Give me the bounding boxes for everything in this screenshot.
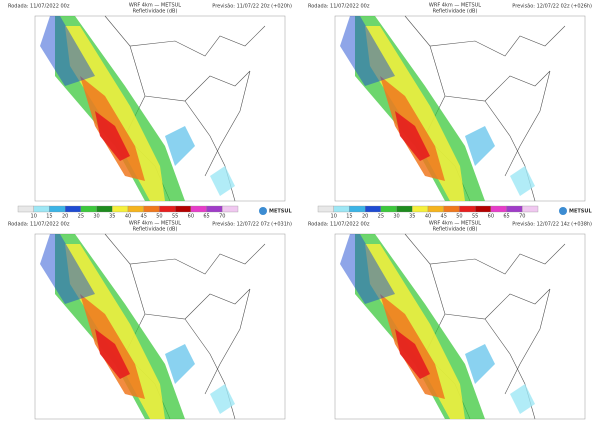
colorbar-swatch [333,205,350,213]
run-time: Rodada: 11/07/2022 00z [8,4,70,10]
colorbar-label: 25 [78,214,84,220]
field-title: Refletividade (dB) [133,227,178,233]
colorbar-label: 70 [519,214,525,220]
colorbar-swatch [522,205,539,213]
colorbar-label: 30 [393,214,399,220]
field-title: Refletividade (dB) [133,9,178,15]
colorbar-label: 40 [425,214,431,220]
colorbar-label: 60 [488,214,494,220]
reflectivity-map [334,15,586,202]
colorbar: 10 15 20 25 30 35 40 45 50 55 60 65 70 METSUL [317,205,592,220]
reflectivity-map [334,233,586,420]
colorbar: 10 15 20 25 30 35 40 45 50 55 60 65 70 METSUL [17,205,292,220]
colorbar-label: 45 [441,214,447,220]
colorbar-swatch [190,205,207,213]
colorbar-swatch [17,205,34,213]
colorbar-swatch [64,205,82,213]
run-time: Rodada: 11/07/2022 00z [308,4,370,10]
field-title: Refletividade (dB) [433,9,478,15]
forecast-panel: Rodada: 11/07/2022 00z WRF 4km — METSULRe… [8,221,292,420]
forecast-panel: Rodada: 11/07/2022 00z WRF 4km — METSULRe… [308,221,592,420]
colorbar-label: 10 [331,214,337,220]
logo-icon [559,207,567,215]
run-time: Rodada: 11/07/2022 00z [8,222,70,228]
colorbar-swatch [349,205,366,213]
valid-time: Previsão: 12/07/22 02z (+026h) [512,4,592,10]
forecast-panel: Rodada: 11/07/2022 00z WRF 4km — METSULRe… [308,3,592,202]
colorbar-swatch [443,205,460,213]
colorbar-swatch [474,205,492,213]
colorbar-label: 55 [172,214,178,220]
logo: METSUL [569,209,592,215]
colorbar-swatch [96,205,113,213]
model-title: WRF 4km — METSUL [129,221,181,227]
colorbar-swatch [112,205,129,213]
colorbar-label: 25 [378,214,384,220]
colorbar-label: 60 [188,214,194,220]
colorbar-label: 55 [472,214,478,220]
model-title: WRF 4km — METSUL [129,3,181,9]
colorbar-swatch [222,205,239,213]
colorbar-label: 65 [203,214,209,220]
colorbar-swatch [49,205,66,213]
colorbar-swatch [459,205,476,213]
colorbar-label: 50 [456,214,462,220]
colorbar-label: 10 [31,214,37,220]
model-title: WRF 4km — METSUL [429,221,481,227]
colorbar-label: 50 [156,214,162,220]
colorbar-label: 35 [409,214,415,220]
colorbar-label: 15 [46,214,52,220]
colorbar-label: 70 [219,214,225,220]
colorbar-swatch [174,205,192,213]
colorbar-label: 30 [93,214,99,220]
colorbar-swatch [412,205,429,213]
logo: METSUL [269,209,292,215]
reflectivity-map [34,233,286,420]
colorbar-swatch [206,205,223,213]
colorbar-swatch [427,205,444,213]
colorbar-label: 40 [125,214,131,220]
colorbar-swatch [159,205,176,213]
colorbar-label: 35 [109,214,115,220]
colorbar-swatch [380,205,397,213]
valid-time: Previsão: 12/07/22 14z (+038h) [512,222,592,228]
run-time: Rodada: 11/07/2022 00z [308,222,370,228]
colorbar-label: 15 [346,214,352,220]
forecast-panel: Rodada: 11/07/2022 00z WRF 4km — METSULRe… [8,3,292,202]
colorbar-swatch [490,205,507,213]
colorbar-swatch [80,205,97,213]
colorbar-swatch [127,205,144,213]
model-title: WRF 4km — METSUL [429,3,481,9]
colorbar-swatch [506,205,523,213]
logo-icon [259,207,267,215]
colorbar-label: 20 [362,214,368,220]
valid-time: Previsão: 11/07/22 20z (+020h) [212,4,292,10]
colorbar-swatch [317,205,334,213]
colorbar-label: 20 [62,214,68,220]
field-title: Refletividade (dB) [433,227,478,233]
colorbar-swatch [143,205,160,213]
reflectivity-map [34,15,286,202]
colorbar-swatch [33,205,50,213]
colorbar-swatch [364,205,382,213]
colorbar-swatch [396,205,413,213]
valid-time: Previsão: 12/07/22 07z (+031h) [212,222,292,228]
colorbar-label: 45 [141,214,147,220]
colorbar-label: 65 [503,214,509,220]
